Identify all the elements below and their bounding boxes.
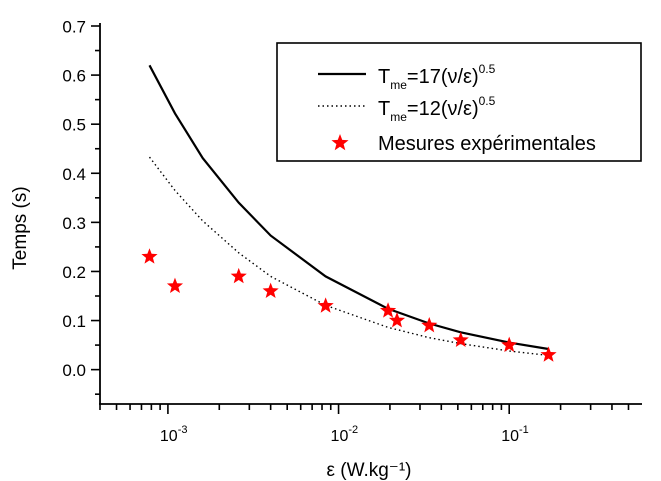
data-point-star [421, 316, 438, 333]
x-tick-label: 10-2 [331, 424, 359, 445]
data-point-star [166, 277, 184, 294]
y-tick-label: 0.7 [62, 18, 86, 37]
series-line-solid [148, 64, 549, 351]
x-tick-label: 10-3 [160, 424, 188, 445]
data-point-star [540, 346, 557, 362]
data-point-star [262, 282, 279, 298]
data-point-star [317, 297, 334, 313]
y-tick-label: 0.0 [62, 361, 86, 380]
y-tick-label: 0.6 [62, 67, 86, 86]
y-tick-label: 0.1 [62, 312, 86, 331]
legend-label: Mesures expérimentales [378, 133, 596, 155]
y-tick-label: 0.3 [62, 214, 86, 233]
data-point-star [501, 336, 518, 352]
legend-label: Tme=17(ν/ε)0.5 [378, 62, 496, 92]
data-point-star [230, 267, 247, 284]
data-point-star [379, 302, 397, 318]
data-point-star [388, 312, 406, 328]
data-point-star [141, 248, 158, 264]
series-line-dotted [148, 156, 549, 357]
axes: 0.0 0.1 0.2 0.3 0.4 0.5 0.6 0.7 10-3 10-2 10-1 [62, 18, 642, 445]
legend-label: Tme=12(ν/ε)0.5 [378, 94, 496, 124]
legend-marker-star [331, 134, 349, 151]
data-point-star [452, 331, 469, 348]
x-tick-label: 10-1 [501, 424, 529, 445]
plot-area [141, 64, 557, 362]
y-tick-label: 0.5 [62, 116, 86, 135]
y-tick-label: 0.4 [62, 165, 86, 184]
y-axis-title: Temps (s) [10, 186, 31, 269]
y-tick-label: 0.2 [62, 263, 86, 282]
x-axis-title: ε (W.kg⁻¹) [327, 460, 412, 481]
